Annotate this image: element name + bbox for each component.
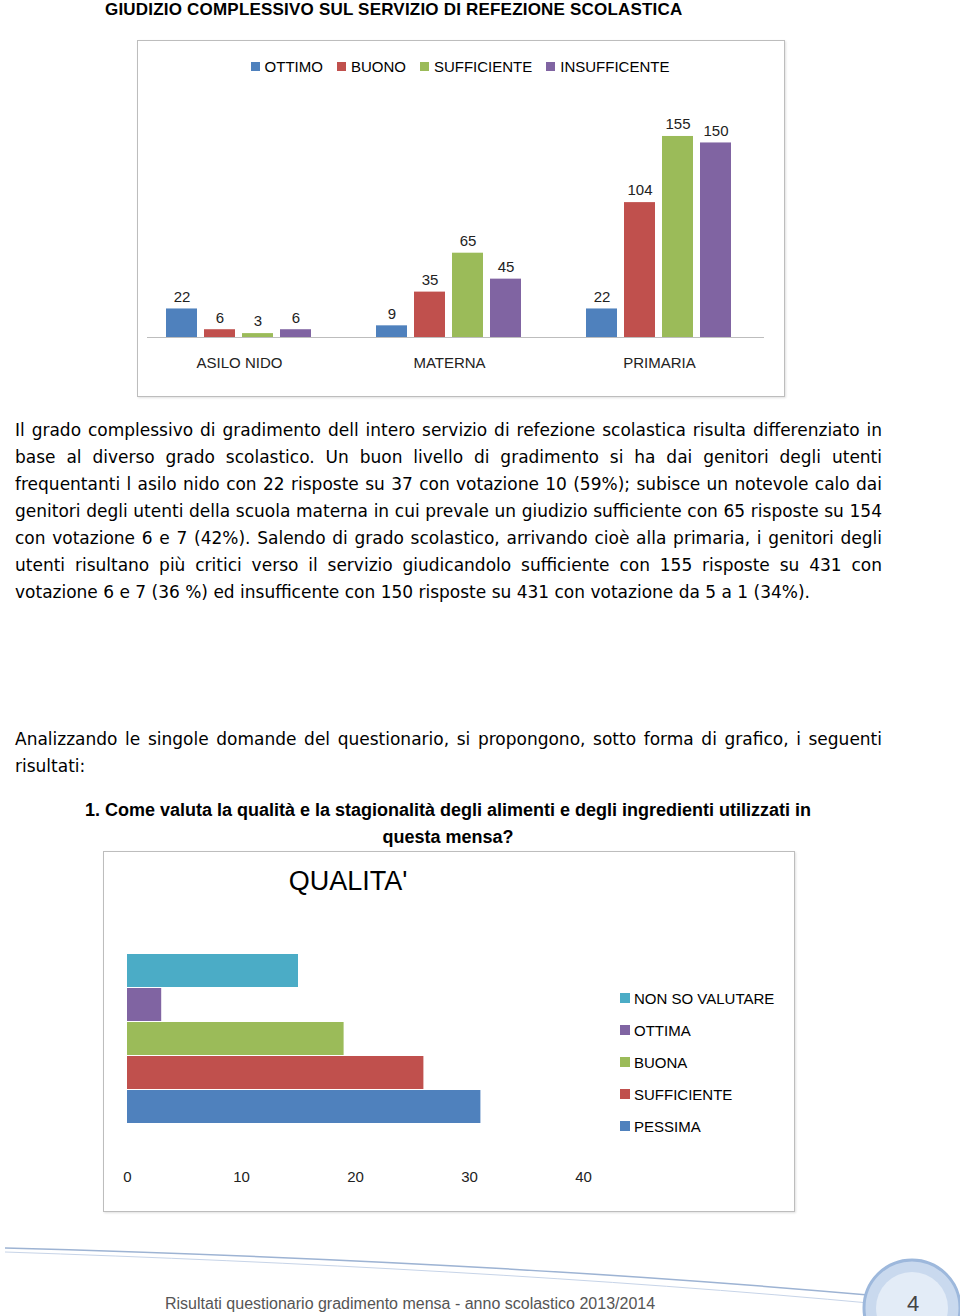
html-text:Il grado complessivo di gradim: Il grado complessivo di gradimento dell … (15, 420, 882, 602)
html-text:Risultati questionario gradime: Risultati questionario gradimento mensa … (165, 1295, 656, 1312)
html-text:SUFFICIENTE: SUFFICIENTE (433, 58, 533, 75)
svg-text:MATERNA: MATERNA (413, 354, 485, 371)
html-text:QUALITA': QUALITA' (288, 866, 408, 896)
svg-text:150: 150 (703, 122, 728, 139)
html-text:Analizzando le singole domande: Analizzando le singole domande del quest… (15, 729, 882, 776)
html-text:PESSIMA: PESSIMA (634, 1117, 701, 1135)
html-text:OTTIMA: OTTIMA (634, 1021, 691, 1039)
html-text:GIUDIZIO COMPLESSIVO SUL SERVI: GIUDIZIO COMPLESSIVO SUL SERVIZIO DI REF… (105, 0, 683, 19)
svg-text:6: 6 (216, 309, 224, 326)
svg-text:104: 104 (627, 181, 652, 198)
svg-text:30: 30 (461, 1168, 478, 1185)
svg-text:20: 20 (347, 1168, 364, 1185)
svg-text:45: 45 (498, 258, 515, 275)
svg-text:10: 10 (233, 1168, 250, 1185)
html-text:INSUFFICENTE: INSUFFICENTE (560, 58, 670, 75)
svg-text:155: 155 (665, 115, 690, 132)
svg-text:35: 35 (422, 271, 439, 288)
html-text:4: 4 (906, 1291, 920, 1316)
html-text:SUFFICIENTE: SUFFICIENTE (634, 1085, 733, 1103)
svg-text:PRIMARIA: PRIMARIA (623, 354, 696, 371)
svg-text:9: 9 (388, 305, 396, 322)
svg-text:40: 40 (575, 1168, 592, 1185)
svg-text:22: 22 (174, 288, 191, 305)
html-text:OTTIMO: OTTIMO (264, 58, 323, 75)
html-text:1. Come valuta la qualità e la: 1. Come valuta la qualità e la stagional… (84, 800, 812, 847)
svg-text:ASILO NIDO: ASILO NIDO (197, 354, 283, 371)
html-text:BUONA: BUONA (634, 1053, 688, 1071)
svg-text:65: 65 (460, 232, 477, 249)
html-text:BUONO: BUONO (350, 58, 406, 75)
svg-text:6: 6 (292, 309, 300, 326)
svg-text:3: 3 (254, 312, 262, 329)
svg-text:0: 0 (123, 1168, 131, 1185)
html-text:NON SO VALUTARE: NON SO VALUTARE (634, 989, 775, 1007)
svg-text:22: 22 (594, 288, 611, 305)
